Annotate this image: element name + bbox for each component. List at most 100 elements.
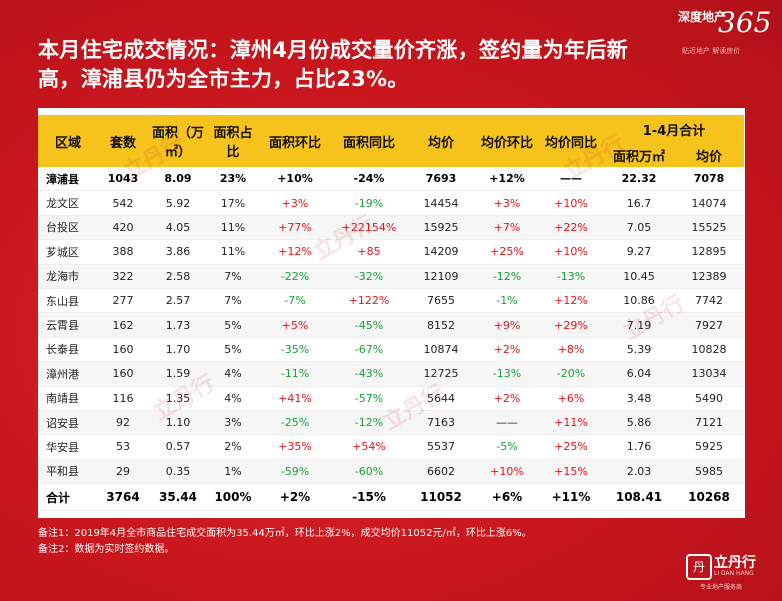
table-row: 龙文区 542 5.92 17% +3% -19% 14454 +3% +10% 16.7 1407… — [38, 190, 744, 216]
cell-region: 诏安县 — [38, 410, 98, 436]
cell-price: 15925 — [406, 215, 476, 241]
cell-ytd-price: 7927 — [674, 312, 744, 338]
cell-share: 2% — [208, 434, 258, 460]
bottom-logo-name: 立丹行 — [714, 555, 756, 571]
cell-area-yoy: -67% — [332, 337, 406, 363]
logo-number: 365 — [718, 6, 772, 39]
cell-region: 龙海市 — [38, 264, 98, 289]
cell-ytd-price: 10828 — [674, 337, 744, 363]
cell-price-yoy: +22% — [538, 215, 604, 241]
cell-ytd-price: 7078 — [674, 167, 744, 192]
cell-area: 0.57 — [148, 434, 208, 460]
bottom-logo-en: LI DAN HANG — [714, 570, 754, 577]
table-row: 东山县 277 2.57 7% -7% +122% 7655 -1% +12% 10.86 7742 — [38, 288, 744, 314]
cell-ytd-price: 7121 — [674, 410, 744, 436]
cell-price: 10874 — [406, 337, 476, 363]
table-row: 台投区 420 4.05 11% +77% +22154% 15925 +7% +22% 7.05… — [38, 215, 744, 241]
bottom-logo-tag: 专业地产服务商 — [700, 584, 743, 591]
cell-region: 平和县 — [38, 459, 98, 485]
table-row: 漳浦县 1043 8.09 23% +10% -24% 7693 +12% —— 22.32 707… — [38, 167, 744, 192]
cell-units: 162 — [98, 312, 148, 338]
cell-units: 322 — [98, 264, 148, 289]
cell-region: 漳州港 — [38, 361, 98, 387]
cell-price-mom: -12% — [476, 264, 538, 289]
cell-area-yoy: -60% — [332, 459, 406, 485]
table-row: 长泰县 160 1.70 5% -35% -67% 10874 +2% +8% 5.39 10828 — [38, 337, 744, 363]
table-row: 漳州港 160 1.59 4% -11% -43% 12725 -13% -20% 6.04 130… — [38, 361, 744, 387]
header-area-mom: 面积环比 — [258, 115, 332, 167]
cell-share: 11% — [208, 239, 258, 265]
cell-ytd-price: 10268 — [674, 483, 744, 512]
cell-price-yoy: -20% — [538, 361, 604, 387]
cell-area-mom: +5% — [258, 312, 332, 338]
cell-region: 漳浦县 — [38, 167, 98, 192]
cell-area: 2.58 — [148, 264, 208, 289]
cell-price: 6602 — [406, 459, 476, 485]
cell-price-mom: +25% — [476, 239, 538, 265]
cell-area: 3.86 — [148, 239, 208, 265]
header-area-yoy: 面积同比 — [332, 115, 406, 167]
cell-units: 29 — [98, 459, 148, 485]
cell-share: 4% — [208, 386, 258, 411]
notes: 备注1：2019年4月全市商品住宅成交面积为35.44万㎡，环比上涨2%，成交均… — [38, 526, 598, 558]
cell-price: 12725 — [406, 361, 476, 387]
cell-region: 云霄县 — [38, 312, 98, 338]
cell-price-yoy: +11% — [538, 410, 604, 436]
cell-price-mom: +2% — [476, 337, 538, 363]
cell-share: 23% — [208, 167, 258, 192]
cell-ytd-price: 5490 — [674, 386, 744, 411]
table-row: 平和县 29 0.35 1% -59% -60% 6602 +10% +15% 2.03 5985 — [38, 459, 744, 485]
cell-area: 0.35 — [148, 459, 208, 485]
cell-price-mom: +10% — [476, 459, 538, 485]
cell-region: 南靖县 — [38, 386, 98, 411]
note-2: 备注2：数据为实时签约数据。 — [38, 544, 175, 555]
cell-area-yoy: -19% — [332, 190, 406, 216]
cell-price-yoy: +15% — [538, 459, 604, 485]
cell-area: 1.70 — [148, 337, 208, 363]
cell-area-mom: -22% — [258, 264, 332, 289]
cell-price-yoy: —— — [538, 167, 604, 192]
cell-region: 龙文区 — [38, 190, 98, 216]
cell-price-mom: -1% — [476, 288, 538, 314]
table-row: 诏安县 92 1.10 3% -25% -12% 7163 —— +11% 5.86 7121 — [38, 410, 744, 436]
cell-price-mom: +7% — [476, 215, 538, 241]
cell-area-mom: +77% — [258, 215, 332, 241]
cell-price-yoy: +8% — [538, 337, 604, 363]
page-title: 本月住宅成交情况：漳州4月份成交量价齐涨，签约量为年后新高，漳浦县仍为全市主力，… — [38, 38, 629, 91]
header-ytd-area: 面积万㎡ — [604, 143, 674, 167]
cell-share: 11% — [208, 215, 258, 241]
cell-price-mom: +2% — [476, 386, 538, 411]
cell-price-mom: -5% — [476, 434, 538, 460]
cell-ytd-price: 7742 — [674, 288, 744, 314]
logo-brand: 深度地产 — [678, 10, 727, 24]
cell-ytd-area: 16.7 — [604, 190, 674, 216]
cell-area-yoy: -45% — [332, 312, 406, 338]
cell-price: 5644 — [406, 386, 476, 411]
cell-ytd-area: 6.04 — [604, 361, 674, 387]
cell-price-yoy: +10% — [538, 190, 604, 216]
cell-ytd-area: 1.76 — [604, 434, 674, 460]
cell-units: 92 — [98, 410, 148, 436]
cell-area-yoy: -12% — [332, 410, 406, 436]
cell-units: 116 — [98, 386, 148, 411]
logo-mark-icon: 丹 — [686, 554, 712, 580]
cell-price-yoy: +25% — [538, 434, 604, 460]
cell-units: 542 — [98, 190, 148, 216]
cell-ytd-price: 5925 — [674, 434, 744, 460]
cell-ytd-area: 10.45 — [604, 264, 674, 289]
cell-area-yoy: -32% — [332, 264, 406, 289]
cell-region: 东山县 — [38, 288, 98, 314]
cell-area-yoy: +85 — [332, 239, 406, 265]
cell-share: 4% — [208, 361, 258, 387]
cell-ytd-price: 14074 — [674, 190, 744, 216]
data-table: 区域 套数 面积（万㎡） 面积占比 面积环比 面积同比 均价 均价环比 均价同比… — [38, 115, 744, 512]
cell-price: 8152 — [406, 312, 476, 338]
cell-ytd-area: 108.41 — [604, 483, 674, 512]
cell-area: 35.44 — [148, 483, 208, 512]
cell-area-mom: -11% — [258, 361, 332, 387]
cell-ytd-area: 5.39 — [604, 337, 674, 363]
cell-ytd-area: 22.32 — [604, 167, 674, 192]
cell-price-mom: -13% — [476, 361, 538, 387]
cell-share: 1% — [208, 459, 258, 485]
cell-price: 11052 — [406, 483, 476, 512]
